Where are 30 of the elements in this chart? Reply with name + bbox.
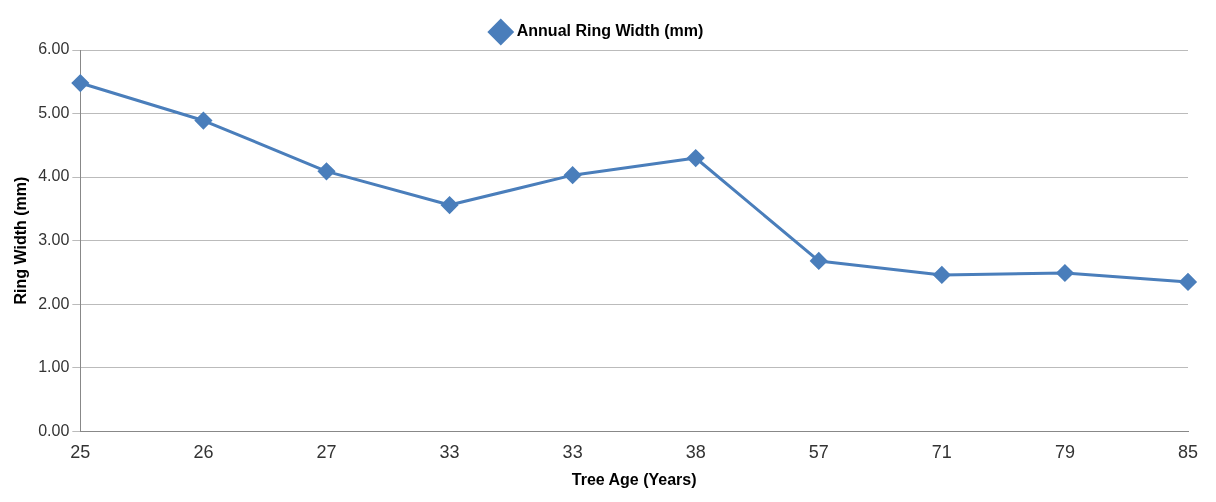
point bbox=[317, 162, 335, 180]
point bbox=[810, 252, 828, 270]
point bbox=[441, 196, 459, 214]
point bbox=[564, 166, 582, 184]
point bbox=[194, 112, 212, 130]
y-tick-label: 1.00 bbox=[38, 358, 70, 376]
x-tick-label: 85 bbox=[1177, 441, 1199, 462]
legend-label: Annual Ring Width (mm) bbox=[516, 22, 704, 40]
y-tick-label: 4.00 bbox=[38, 167, 70, 185]
x-tick-label: 25 bbox=[70, 441, 91, 462]
x-tick-label: 38 bbox=[685, 441, 706, 462]
x-tick-label: 33 bbox=[562, 441, 583, 462]
y-tick-label: 2.00 bbox=[38, 294, 70, 312]
x-tick-label: 79 bbox=[1054, 441, 1075, 462]
point bbox=[933, 266, 951, 284]
point bbox=[1179, 273, 1197, 291]
x-tick-label: 27 bbox=[316, 441, 337, 462]
point bbox=[71, 74, 89, 92]
y-axis-title: Ring Width (mm) bbox=[12, 176, 30, 305]
x-tick-label: 26 bbox=[193, 441, 214, 462]
x-tick-label: 33 bbox=[439, 441, 460, 462]
y-tick-label: 3.00 bbox=[38, 231, 70, 249]
point bbox=[687, 149, 705, 167]
x-axis-title: Tree Age (Years) bbox=[571, 470, 697, 488]
y-tick-label: 0.00 bbox=[38, 421, 70, 439]
y-tick-label: 6.00 bbox=[38, 40, 70, 58]
x-tick-label: 71 bbox=[931, 441, 952, 462]
point bbox=[1056, 264, 1074, 282]
y-tick-label: 5.00 bbox=[38, 103, 70, 121]
x-tick-label: 57 bbox=[808, 441, 829, 462]
